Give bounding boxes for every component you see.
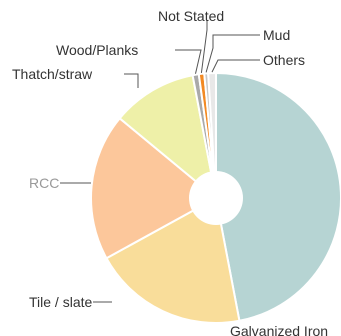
leader-line-thatch-straw xyxy=(124,73,139,88)
slice-label-not-stated: Not Stated xyxy=(158,8,224,24)
leader-line-wood-planks xyxy=(175,49,202,74)
pie-slices xyxy=(90,71,341,324)
pie-slice-thatch-straw xyxy=(118,74,218,201)
leader-line-others xyxy=(211,59,260,73)
slice-label-others: Others xyxy=(263,52,305,68)
slice-label-mud: Mud xyxy=(263,27,290,43)
slice-label-thatch-straw: Thatch/straw xyxy=(12,66,93,82)
pie-slice-others xyxy=(207,71,217,199)
leader-line-not-stated xyxy=(200,21,208,73)
leader-lines xyxy=(60,21,260,303)
donut-hole xyxy=(189,171,243,225)
leader-line-mud xyxy=(205,34,260,73)
slice-label-rcc: RCC xyxy=(29,175,59,191)
slice-label-tile-slate: Tile / slate xyxy=(29,294,92,310)
pie-slice-galvanized-iron xyxy=(215,71,341,322)
pie-slice-rcc xyxy=(90,116,218,260)
slice-label-galvanized-iron: Galvanized Iron xyxy=(230,323,328,336)
slice-label-wood-planks: Wood/Planks xyxy=(56,42,138,58)
pie-slice-tile-slate xyxy=(105,196,241,324)
